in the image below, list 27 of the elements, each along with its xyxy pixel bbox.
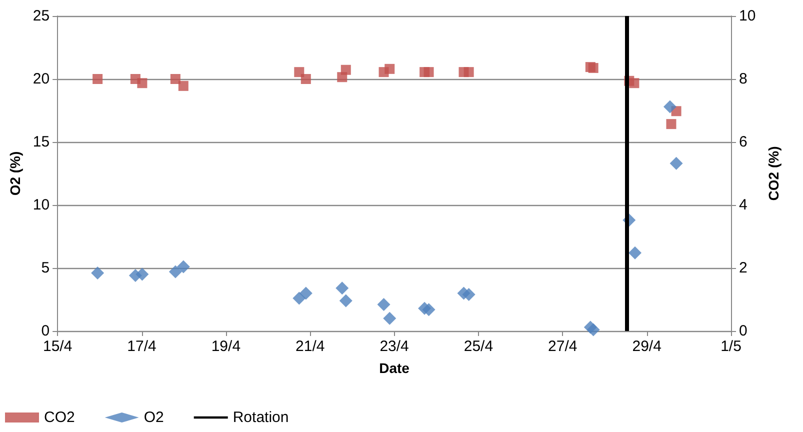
- x-tick-label: 27/4: [548, 338, 578, 355]
- y2-tick-label: 8: [739, 70, 748, 88]
- x-tick-label: 17/4: [127, 338, 156, 355]
- y2-tick-label: 4: [739, 196, 748, 214]
- y-tick-label: 15: [32, 134, 50, 150]
- y-tick-label: 0: [41, 322, 50, 340]
- y-axis-title: O2 (%): [7, 151, 23, 196]
- x-tick-label: 19/4: [211, 338, 241, 355]
- x-tick-label: 21/4: [296, 338, 325, 355]
- legend-label: O2: [144, 409, 164, 426]
- x-tick-label: 1/5: [720, 338, 742, 355]
- x-tick-label: 15/4: [42, 338, 72, 355]
- legend-label: Rotation: [232, 409, 289, 426]
- x-tick-label: 25/4: [464, 338, 494, 355]
- legend-label: CO2: [44, 409, 75, 426]
- y-tick-label: 25: [32, 8, 50, 24]
- y2-tick-label: 6: [739, 134, 748, 150]
- x-axis-title: Date: [379, 360, 410, 376]
- y2-tick-label: 2: [739, 260, 748, 276]
- y-tick-label: 20: [32, 70, 50, 88]
- y-tick-label: 5: [41, 260, 50, 276]
- x-tick-label: 29/4: [632, 338, 662, 355]
- y-tick-label: 10: [32, 196, 50, 214]
- y2-axis-title: CO2 (%): [766, 146, 782, 201]
- y2-tick-label: 10: [739, 8, 756, 24]
- x-tick-label: 23/4: [380, 338, 409, 355]
- y2-tick-label: 0: [739, 322, 748, 340]
